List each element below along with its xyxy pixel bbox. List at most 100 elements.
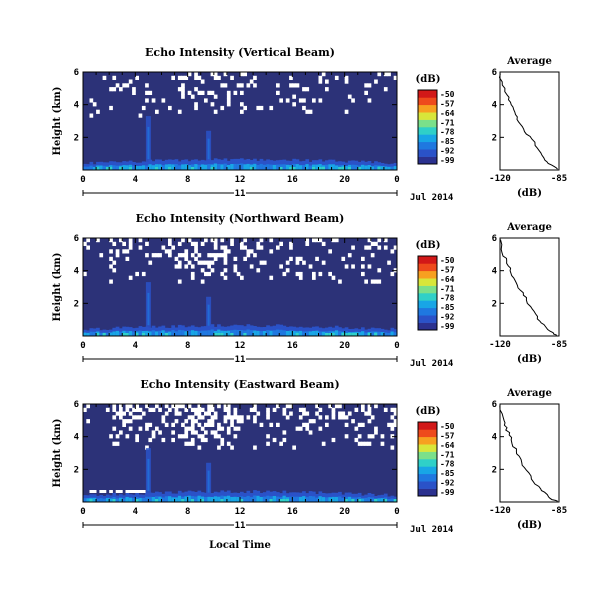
missing-cell — [367, 441, 372, 446]
missing-cell — [285, 415, 290, 420]
ground-echo-strong — [246, 163, 251, 170]
ground-echo-strong — [230, 164, 234, 170]
missing-cell — [220, 105, 225, 111]
missing-cell — [194, 241, 198, 246]
ground-echo-strong — [151, 497, 156, 502]
x-tick-label: 12 — [235, 507, 246, 517]
ground-echo-strong — [364, 165, 368, 170]
missing-cell — [390, 422, 395, 427]
missing-cell — [109, 264, 113, 269]
missing-cell — [151, 407, 156, 412]
ground-echo-strong — [334, 496, 339, 502]
ground-echo-strong — [276, 496, 280, 502]
missing-cell — [370, 434, 375, 439]
missing-cell — [210, 90, 215, 95]
missing-cell — [184, 426, 189, 431]
missing-cell — [197, 434, 202, 439]
ground-echo-strong — [249, 330, 254, 336]
missing-cell — [295, 271, 300, 277]
missing-cell — [148, 407, 153, 412]
ground-echo-peak — [393, 499, 398, 502]
ground-echo-strong — [253, 163, 257, 170]
ground-echo-strong — [312, 496, 316, 502]
missing-cell — [102, 490, 107, 493]
missing-cell — [99, 490, 104, 493]
missing-cell — [217, 426, 221, 431]
ground-echo-strong — [105, 332, 110, 336]
missing-cell — [109, 490, 113, 493]
missing-cell — [109, 434, 113, 439]
missing-cell — [361, 404, 365, 409]
ground-echo-strong — [99, 165, 104, 170]
missing-cell — [200, 79, 205, 84]
ground-echo-strong — [99, 332, 104, 336]
ground-echo-strong — [390, 166, 395, 170]
missing-cell — [158, 430, 162, 435]
missing-cell — [92, 490, 97, 493]
missing-cell — [220, 441, 225, 446]
missing-cell — [318, 79, 323, 84]
missing-cell — [276, 90, 280, 95]
missing-cell — [354, 426, 359, 431]
missing-cell — [318, 407, 323, 412]
missing-cell — [161, 98, 166, 103]
missing-cell — [253, 75, 257, 80]
ground-echo-strong — [177, 495, 182, 502]
ground-echo-strong — [115, 330, 120, 336]
missing-cell — [187, 415, 192, 420]
missing-cell — [321, 260, 326, 265]
missing-cell — [161, 245, 166, 250]
ground-echo-peak — [312, 167, 316, 170]
missing-cell — [135, 75, 139, 80]
missing-cell — [174, 411, 179, 416]
missing-cell — [200, 434, 205, 439]
missing-cell — [315, 404, 319, 409]
colorbar-tick-label: -85 — [440, 469, 455, 478]
panel-2: Echo Intensity (Eastward Beam) 0 4 8 12 16 20 0… — [52, 378, 567, 535]
colorbar-segment — [418, 156, 437, 165]
missing-cell — [217, 253, 221, 258]
ground-echo-strong — [312, 330, 316, 336]
missing-cell — [256, 241, 261, 246]
ground-echo-peak — [321, 167, 326, 170]
missing-cell — [266, 434, 270, 439]
average-frame — [499, 237, 560, 337]
missing-cell — [194, 411, 198, 416]
missing-cell — [213, 94, 218, 99]
ground-echo-peak — [155, 167, 159, 170]
ground-echo-strong — [328, 164, 332, 170]
echo-plume-core — [207, 138, 210, 163]
ground-echo-strong — [262, 496, 267, 502]
missing-cell — [125, 419, 130, 424]
missing-cell — [377, 279, 382, 284]
missing-cell — [226, 98, 231, 103]
colorbar-segment — [418, 459, 437, 467]
ground-echo-strong — [383, 166, 388, 170]
missing-cell — [145, 98, 149, 103]
missing-cell — [197, 253, 202, 258]
missing-cell — [377, 268, 382, 273]
ground-echo-peak — [181, 499, 185, 502]
missing-cell — [220, 83, 225, 88]
average-title: Average — [506, 56, 552, 67]
ground-echo-peak — [357, 167, 362, 170]
ground-echo-strong — [217, 329, 221, 336]
missing-cell — [387, 72, 391, 77]
ground-echo-peak — [105, 167, 110, 170]
ground-echo-strong — [262, 164, 267, 170]
ground-echo-strong — [164, 496, 169, 502]
ground-echo-strong — [86, 166, 90, 170]
ground-echo-peak — [155, 499, 159, 502]
missing-cell — [145, 426, 149, 431]
missing-cell — [298, 98, 303, 103]
ground-echo-peak — [135, 333, 139, 336]
missing-cell — [308, 109, 313, 114]
missing-cell — [253, 83, 257, 88]
missing-cell — [315, 238, 319, 243]
ground-echo-strong — [115, 498, 120, 502]
missing-cell — [161, 437, 166, 443]
ground-echo-strong — [148, 164, 153, 170]
missing-cell — [207, 264, 211, 269]
ground-echo-strong — [122, 498, 126, 502]
missing-cell — [276, 83, 280, 88]
